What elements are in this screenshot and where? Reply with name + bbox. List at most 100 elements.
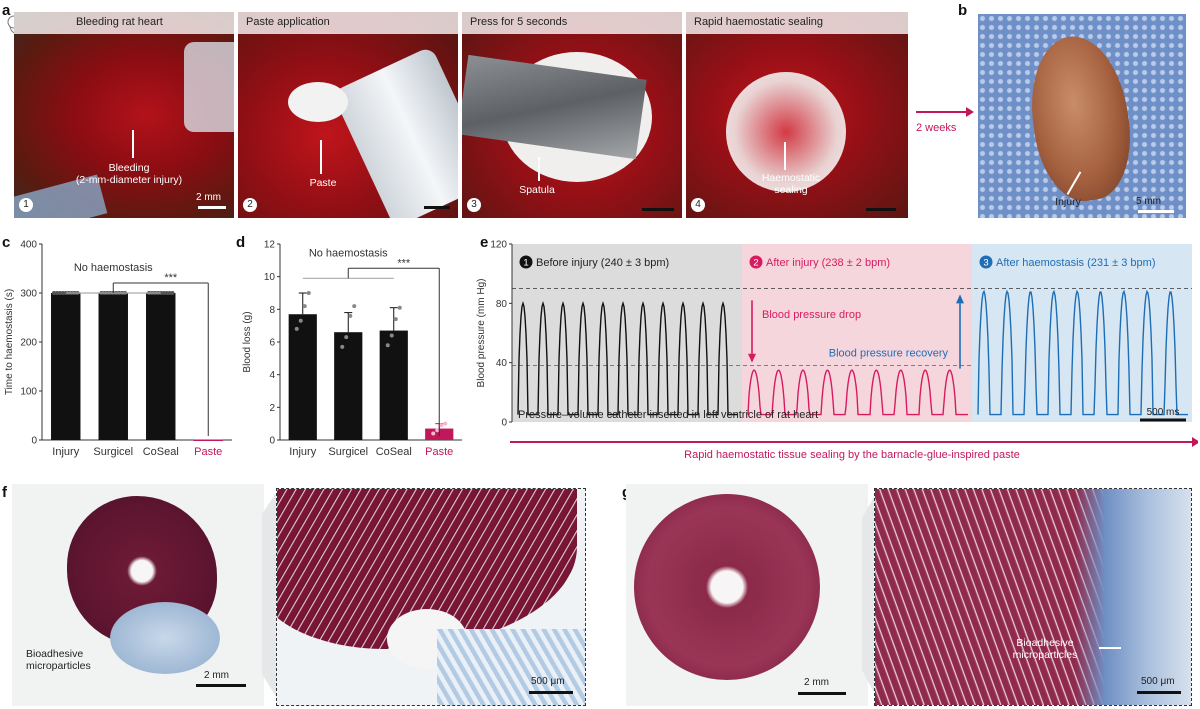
arrow-right-icon — [916, 107, 974, 117]
series-line — [977, 289, 1188, 416]
x-tick-label: Injury — [52, 446, 79, 458]
bar — [98, 293, 128, 440]
data-point — [164, 291, 169, 295]
y-tick-label: 120 — [490, 240, 507, 251]
y-axis-label: Blood loss (g) — [242, 311, 253, 372]
y-tick-label: 200 — [20, 338, 37, 349]
data-point — [431, 431, 436, 436]
annotation-microparticles: Bioadhesive microparticles — [1012, 637, 1078, 661]
step-caption: Rapid haemostatic sealing — [686, 12, 908, 34]
data-point — [439, 423, 444, 428]
y-tick-label: 400 — [20, 240, 37, 251]
data-point — [170, 291, 175, 295]
annotation-injury: Injury — [1055, 196, 1081, 208]
panel-label-b: b — [958, 2, 968, 19]
data-point — [298, 318, 303, 323]
drop-arrow-head — [748, 353, 756, 363]
step-number: 1 — [19, 198, 33, 212]
chart-blood-pressure: 0 40 80 120 Blood pressure (mm Hg) 1 Before in… — [476, 240, 1198, 461]
segment-number-badge — [519, 255, 533, 269]
panel-label-e: e — [480, 234, 489, 251]
data-point — [393, 317, 398, 322]
segment-label: After injury (238 ± 2 bpm) — [766, 257, 890, 269]
series-line — [517, 300, 738, 416]
data-point — [352, 304, 357, 309]
y-tick-label: 0 — [269, 436, 275, 447]
x-tick-label: Paste — [425, 446, 453, 458]
histology-f-overview: Bioadhesive microparticles 2 mm — [12, 484, 264, 706]
y-tick-label: 12 — [264, 240, 276, 251]
step-number: 3 — [467, 198, 481, 212]
y-tick-label: 8 — [269, 305, 275, 316]
annotation-microparticles: Bioadhesive microparticles — [26, 648, 91, 672]
data-point — [302, 304, 307, 309]
bar — [334, 332, 363, 440]
data-point — [389, 333, 394, 338]
y-tick-label: 2 — [269, 403, 275, 414]
data-point — [340, 344, 345, 349]
x-tick-label: Injury — [289, 446, 316, 458]
histology-g-overview: 2 mm — [626, 484, 868, 706]
annotation-catheter: Pressure–volume catheter inserted in lef… — [518, 409, 818, 421]
annotation-paste: Paste — [309, 177, 337, 189]
scale-bar-label: 2 mm — [196, 192, 221, 203]
footer-label: Rapid haemostatic tissue sealing by the … — [684, 449, 1020, 461]
x-tick-label: CoSeal — [376, 446, 412, 458]
data-point — [435, 428, 440, 433]
bar — [288, 314, 317, 440]
annotation-no-haemostasis: No haemostasis — [309, 247, 388, 259]
data-point — [60, 291, 65, 295]
bar — [51, 293, 81, 440]
x-tick-label: Surgicel — [93, 446, 133, 458]
panel-label-d: d — [236, 234, 246, 251]
segment-number-badge — [749, 255, 763, 269]
panel-label-c: c — [2, 234, 11, 251]
significance-label: *** — [397, 257, 411, 269]
photo-press-spatula: Press for 5 seconds Spatula 3 — [462, 12, 682, 218]
annotation-pressure-recovery: Blood pressure recovery — [829, 348, 949, 360]
scale-bar-label: 5 mm — [1136, 196, 1161, 207]
y-tick-label: 0 — [31, 436, 37, 447]
annotation-sealing: Haemostatic sealing — [761, 172, 821, 196]
chart-time-to-haemostasis: 0 100 200 300 400 Time to haemostasis (s) Inju… — [4, 240, 232, 458]
bar — [379, 330, 408, 440]
y-tick-label: 300 — [20, 289, 37, 300]
y-tick-label: 0 — [501, 418, 507, 429]
histology-f-zoom: 500 μm — [276, 488, 586, 706]
significance-label: *** — [164, 272, 178, 284]
series-line — [747, 369, 968, 416]
bar — [146, 293, 176, 440]
y-axis-label: Time to haemostasis (s) — [4, 289, 15, 395]
photo-haemostatic-sealing: Rapid haemostatic sealing Haemostatic se… — [686, 12, 908, 218]
data-point — [306, 291, 311, 295]
photo-healed-heart: Injury 5 mm — [978, 14, 1186, 218]
panel-label-a: a — [2, 2, 11, 19]
data-point — [57, 291, 62, 295]
histology-g-zoom: Bioadhesive microparticles 500 μm — [874, 488, 1192, 706]
annotation-pressure-drop: Blood pressure drop — [762, 309, 861, 321]
segment-label: After haemostasis (231 ± 3 bpm) — [996, 257, 1156, 269]
segment-number-badge — [979, 255, 993, 269]
annotation-no-haemostasis: No haemostasis — [74, 262, 153, 274]
step-number: 4 — [691, 198, 705, 212]
timeline-arrow-head — [1192, 437, 1198, 447]
data-point — [294, 326, 299, 331]
scale-bar-label: 500 μm — [1141, 676, 1175, 687]
annotation-spatula: Spatula — [519, 184, 555, 196]
data-point — [161, 291, 166, 295]
x-tick-label: Paste — [194, 446, 222, 458]
step-caption: Paste application — [238, 12, 458, 34]
data-point — [54, 291, 59, 295]
y-tick-label: 80 — [496, 299, 508, 310]
panel-label-f: f — [2, 484, 7, 501]
scale-bar-label: 2 mm — [204, 670, 229, 681]
segment-number: 3 — [983, 258, 988, 269]
x-tick-label: CoSeal — [143, 446, 179, 458]
y-axis-label: Blood pressure (mm Hg) — [476, 279, 487, 388]
photo-paste-application: Paste application Paste 2 — [238, 12, 458, 218]
segment-number: 2 — [753, 258, 758, 269]
data-point — [167, 291, 172, 295]
recovery-arrow-head — [956, 294, 964, 304]
data-point — [443, 421, 448, 426]
y-tick-label: 40 — [496, 358, 508, 369]
